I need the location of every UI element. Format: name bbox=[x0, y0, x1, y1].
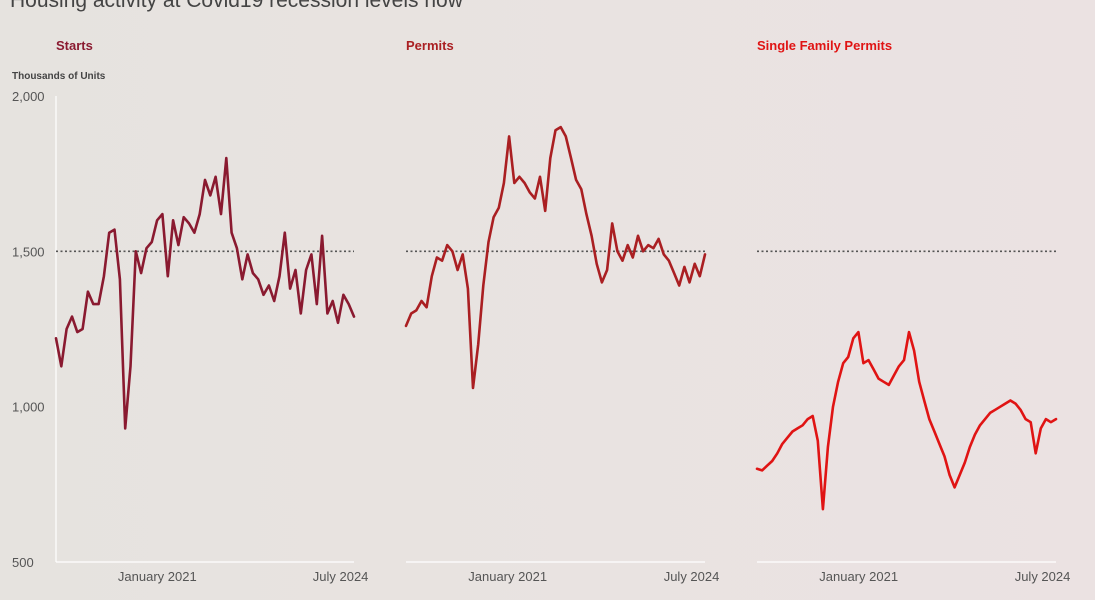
y-tick-label: 1,000 bbox=[12, 400, 45, 415]
x-tick-label: January 2021 bbox=[819, 569, 898, 584]
x-tick-label: January 2021 bbox=[468, 569, 547, 584]
x-tick-label: July 2024 bbox=[1015, 569, 1071, 584]
panel-starts: Starts January 2021 July 2024 bbox=[54, 38, 369, 584]
panel-permits: Permits January 2021 July 2024 bbox=[404, 38, 720, 584]
panel-single-family-permits: Single Family Permits January 2021 July 20… bbox=[755, 38, 1071, 584]
chart-title: Housing activity at Covid19 recession le… bbox=[10, 0, 463, 12]
series-line bbox=[404, 125, 707, 390]
x-tick-label: July 2024 bbox=[664, 569, 720, 584]
y-tick-label: 2,000 bbox=[12, 89, 45, 104]
panel-title: Permits bbox=[406, 38, 454, 53]
x-tick-label: January 2021 bbox=[118, 569, 197, 584]
panel-title: Single Family Permits bbox=[757, 38, 892, 53]
series-line bbox=[755, 330, 1058, 511]
y-tick-labels: 2,000 1,500 1,000 500 bbox=[12, 89, 45, 570]
y-axis-label: Thousands of Units bbox=[12, 71, 106, 82]
y-tick-label: 1,500 bbox=[12, 244, 45, 259]
y-tick-label: 500 bbox=[12, 555, 34, 570]
x-tick-label: July 2024 bbox=[313, 569, 369, 584]
series-line bbox=[54, 156, 356, 430]
chart-panels: Starts January 2021 July 2024 Permits Januar… bbox=[54, 38, 1071, 584]
panel-title: Starts bbox=[56, 38, 93, 53]
